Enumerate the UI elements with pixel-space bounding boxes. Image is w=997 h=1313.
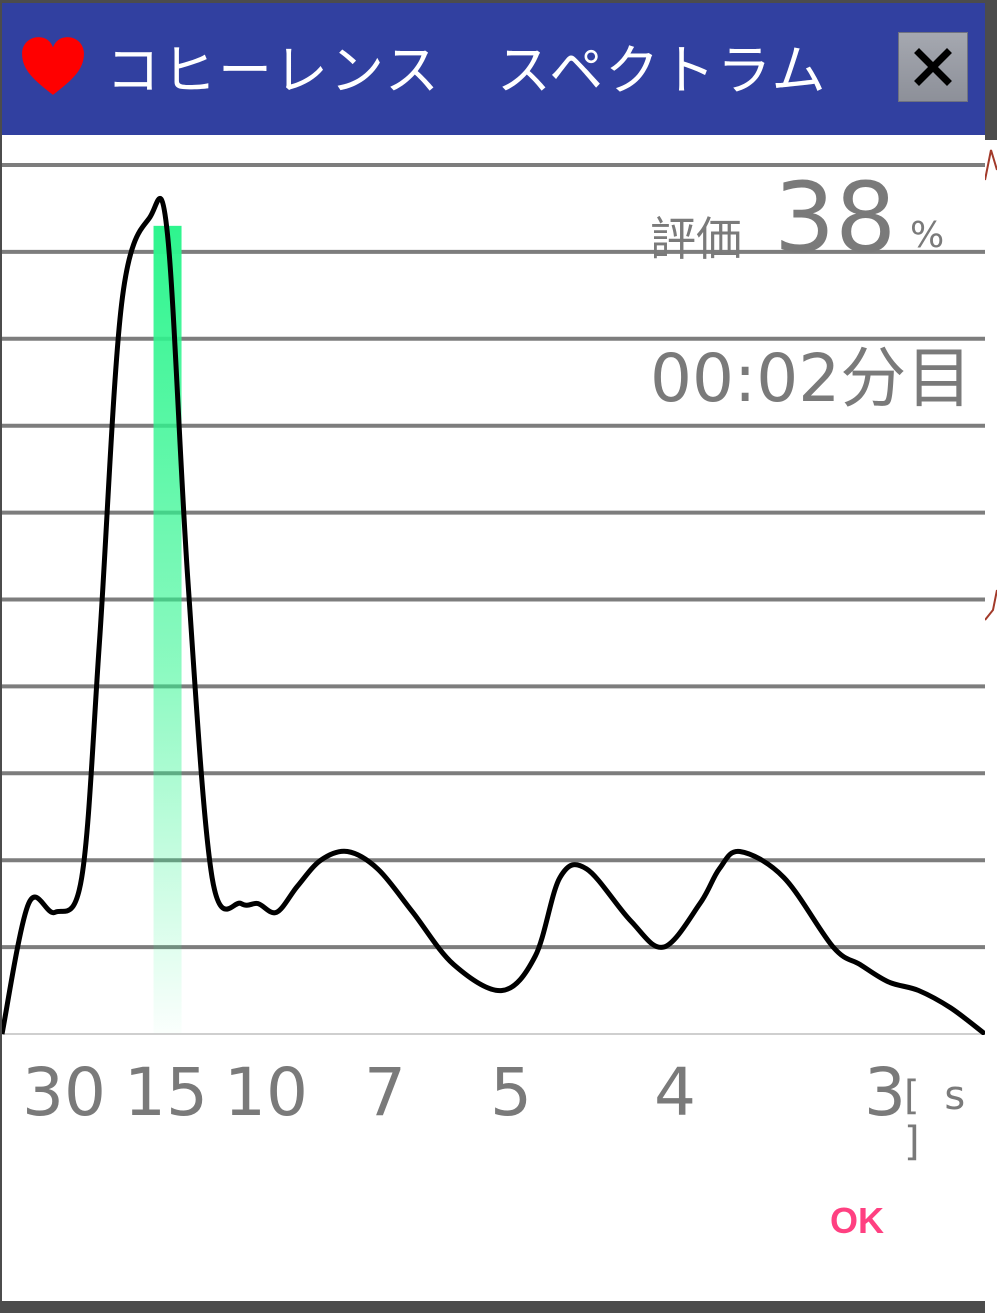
close-button[interactable]	[898, 32, 968, 102]
dialog-titlebar: コヒーレンス スペクトラム	[2, 3, 985, 135]
x-tick-label: 4	[654, 1054, 696, 1131]
close-icon	[914, 48, 952, 86]
x-tick-label: 3	[864, 1054, 906, 1131]
background-trace	[985, 149, 997, 621]
x-tick-label: 15	[124, 1054, 208, 1131]
score-unit: %	[910, 215, 945, 256]
score-value: 38	[774, 162, 897, 274]
gridlines	[2, 163, 985, 950]
x-tick-label: 7	[364, 1054, 406, 1131]
ok-button[interactable]: OK	[830, 1200, 884, 1241]
coherence-spectrum-dialog: コヒーレンス スペクトラム 評価 38 % 00:02分目 30 15 10 7…	[2, 3, 985, 1301]
x-tick-label: 30	[22, 1054, 106, 1131]
x-tick-label: 5	[490, 1054, 532, 1131]
heart-icon	[22, 37, 84, 95]
coherence-curve	[2, 195, 985, 1035]
elapsed-time: 00:02分目	[650, 340, 973, 417]
dialog-title: コヒーレンス スペクトラム	[106, 39, 828, 102]
x-tick-label: 10	[224, 1054, 308, 1131]
x-axis-unit: [ s ]	[904, 1073, 972, 1165]
series-layer	[2, 195, 985, 1035]
coherence-spectrum-chart	[2, 163, 985, 1035]
score-label: 評価	[650, 212, 742, 266]
background-app-sliver	[985, 140, 997, 1313]
